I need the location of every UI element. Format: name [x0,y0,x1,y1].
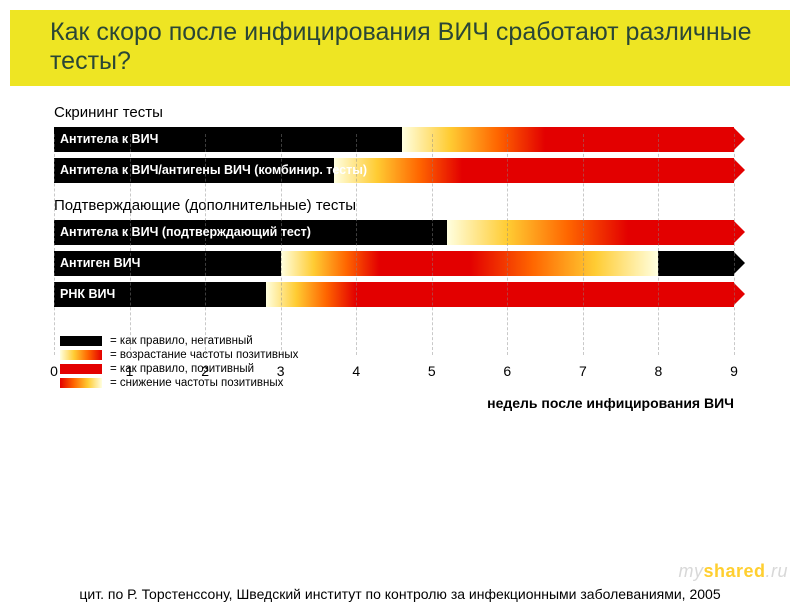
bar-label: Антитела к ВИЧ/антигены ВИЧ (комбинир. т… [60,158,367,183]
legend: = как правило, негативный = возрастание ч… [60,333,298,391]
bar-label: Антиген ВИЧ [60,251,140,276]
legend-text: = как правило, негативный [110,335,253,347]
bar-label: Антитела к ВИЧ [60,127,158,152]
legend-text: = снижение частоты позитивных [110,377,283,389]
section-label: Подтверждающие (дополнительные) тесты [54,197,734,214]
page-title: Как скоро после инфицирования ВИЧ сработ… [50,18,752,75]
legend-text: = как правило, позитивный [110,363,254,375]
section-label: Скрининг тесты [54,104,734,121]
axis-title: недель после инфицирования ВИЧ [54,395,734,411]
timeline-bar: Антитела к ВИЧ/антигены ВИЧ (комбинир. т… [54,158,734,183]
watermark: myshared.ru [678,561,788,582]
bar-label: Антитела к ВИЧ (подтверждающий тест) [60,220,311,245]
timeline-bar: Антитела к ВИЧ [54,127,734,152]
timeline-bar: Антиген ВИЧ [54,251,734,276]
timeline-bar: РНК ВИЧ [54,282,734,307]
timeline-bar: Антитела к ВИЧ (подтверждающий тест) [54,220,734,245]
timeline-chart: Скрининг тесты Антитела к ВИЧ Антитела к В… [54,104,780,411]
legend-text: = возрастание частоты позитивных [110,349,298,361]
title-band: Как скоро после инфицирования ВИЧ сработ… [10,10,790,86]
bar-label: РНК ВИЧ [60,282,115,307]
